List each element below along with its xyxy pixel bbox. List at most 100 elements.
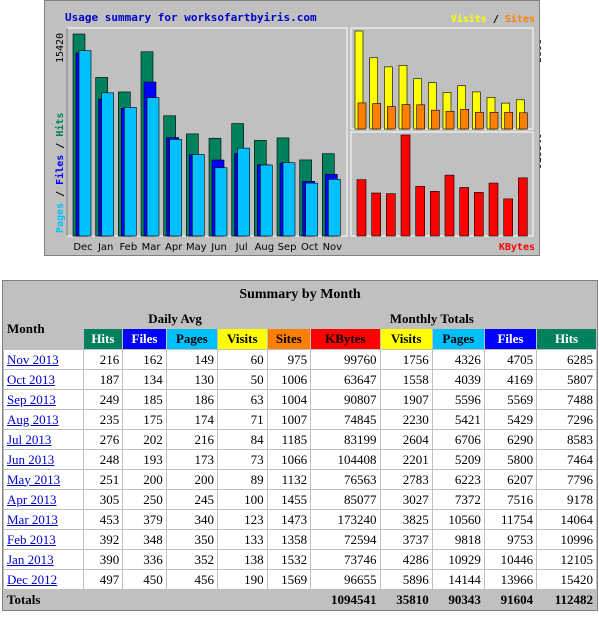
value-cell: 245	[166, 490, 217, 509]
month-link[interactable]: Mar 2013	[7, 511, 58, 527]
month-tick-label: Aug	[255, 242, 275, 253]
value-cell: 1132	[267, 470, 311, 489]
summary-title: Summary by Month	[4, 282, 596, 308]
pages-bar	[146, 97, 160, 237]
month-tick-label: Jun	[210, 242, 227, 253]
month-link[interactable]: Aug 2013	[7, 411, 59, 427]
value-cell: 250	[123, 490, 166, 509]
value-cell: 134	[123, 370, 166, 389]
month-link[interactable]: Apr 2013	[7, 491, 57, 507]
month-link[interactable]: Oct 2013	[7, 371, 56, 387]
value-cell: 73746	[311, 550, 380, 569]
sites-bar	[372, 103, 381, 130]
value-cell: 2201	[380, 450, 432, 469]
kbytes-bar	[371, 192, 381, 237]
value-cell: 11754	[484, 510, 537, 529]
value-cell: 4169	[484, 370, 537, 389]
totals-blank-sites	[267, 590, 311, 609]
value-cell: 2783	[380, 470, 432, 489]
legend-sep: /	[487, 14, 505, 25]
month-tick-label: Nov	[323, 242, 343, 253]
month-cell: Mar 2013	[4, 510, 83, 529]
value-cell: 89	[217, 470, 267, 489]
value-cell: 6285	[537, 350, 596, 369]
value-cell: 63647	[311, 370, 380, 389]
value-cell: 350	[166, 530, 217, 549]
table-row: Feb 2013 392 348 350 133 1358 72594 3737 9818 975…	[4, 530, 596, 549]
month-cell: Feb 2013	[4, 530, 83, 549]
value-cell: 216	[166, 430, 217, 449]
table-row: Mar 2013 453 379 340 123 1473 173240 3825 10560 1…	[4, 510, 596, 529]
table-row: Aug 2013 235 175 174 71 1007 74845 2230 5421 5429…	[4, 410, 596, 429]
month-link[interactable]: Dec 2012	[7, 571, 58, 587]
month-cell: May 2013	[4, 470, 83, 489]
month-link[interactable]: Sep 2013	[7, 391, 56, 407]
totals-blank	[83, 590, 267, 609]
value-cell: 5429	[484, 410, 537, 429]
visits-plot-frame	[350, 27, 534, 130]
value-cell: 8583	[537, 430, 596, 449]
value-cell: 4326	[432, 350, 484, 369]
chart-title: Usage summary for worksofartbyiris.com	[65, 11, 317, 24]
value-cell: 276	[83, 430, 123, 449]
value-cell: 90807	[311, 390, 380, 409]
value-cell: 216	[83, 350, 123, 369]
value-cell: 162	[123, 350, 166, 369]
monthly-files-header: Files	[484, 329, 537, 349]
month-cell: Jun 2013	[4, 450, 83, 469]
value-cell: 187	[83, 370, 123, 389]
value-cell: 175	[123, 410, 166, 429]
sites-bar	[460, 109, 469, 130]
value-cell: 76563	[311, 470, 380, 489]
value-cell: 379	[123, 510, 166, 529]
value-cell: 1004	[267, 390, 311, 409]
legend-files: Files	[54, 155, 66, 185]
value-cell: 305	[83, 490, 123, 509]
sites-bar	[489, 112, 499, 130]
value-cell: 10929	[432, 550, 484, 569]
table-row: May 2013 251 200 200 89 1132 76563 2783 6223 6207…	[4, 470, 596, 489]
monthly-visits-header: Visits	[380, 329, 432, 349]
value-cell: 138	[217, 550, 267, 569]
total-value-cell: 1094541	[311, 590, 380, 609]
value-cell: 10446	[484, 550, 537, 569]
value-cell: 1558	[380, 370, 432, 389]
value-cell: 340	[166, 510, 217, 529]
value-cell: 4286	[380, 550, 432, 569]
sites-bar	[445, 110, 455, 130]
table-row: Jul 2013 276 202 216 84 1185 83199 2604 6706 6290…	[4, 430, 596, 449]
month-tick-label: Sep	[278, 242, 297, 253]
value-cell: 352	[166, 550, 217, 569]
table-row: Jan 2013 390 336 352 138 1532 73746 4286 10929 10…	[4, 550, 596, 569]
sites-bar	[431, 109, 440, 130]
value-cell: 5209	[432, 450, 484, 469]
value-cell: 12105	[537, 550, 596, 569]
value-cell: 4705	[484, 350, 537, 369]
value-cell: 202	[123, 430, 166, 449]
month-link[interactable]: Jan 2013	[7, 551, 54, 567]
month-link[interactable]: Jul 2013	[7, 431, 52, 447]
value-cell: 85077	[311, 490, 380, 509]
value-cell: 50	[217, 370, 267, 389]
legend-sep: /	[55, 137, 66, 155]
month-link[interactable]: May 2013	[7, 471, 61, 487]
value-cell: 497	[83, 570, 123, 589]
value-cell: 7464	[537, 450, 596, 469]
month-link[interactable]: Jun 2013	[7, 451, 55, 467]
value-cell: 6223	[432, 470, 484, 489]
value-cell: 9818	[432, 530, 484, 549]
value-cell: 5421	[432, 410, 484, 429]
month-link[interactable]: Nov 2013	[7, 351, 59, 367]
value-cell: 2604	[380, 430, 432, 449]
value-cell: 6207	[484, 470, 537, 489]
pages-bar	[101, 92, 114, 237]
value-cell: 1569	[267, 570, 311, 589]
value-cell: 130	[166, 370, 217, 389]
month-link[interactable]: Feb 2013	[7, 531, 56, 547]
legend-sep: /	[55, 185, 66, 203]
value-cell: 456	[166, 570, 217, 589]
kbytes-plot-frame	[350, 131, 534, 237]
usage-chart: Usage summary for worksofartbyiris.com De…	[44, 0, 541, 256]
value-cell: 72594	[311, 530, 380, 549]
value-cell: 84	[217, 430, 267, 449]
